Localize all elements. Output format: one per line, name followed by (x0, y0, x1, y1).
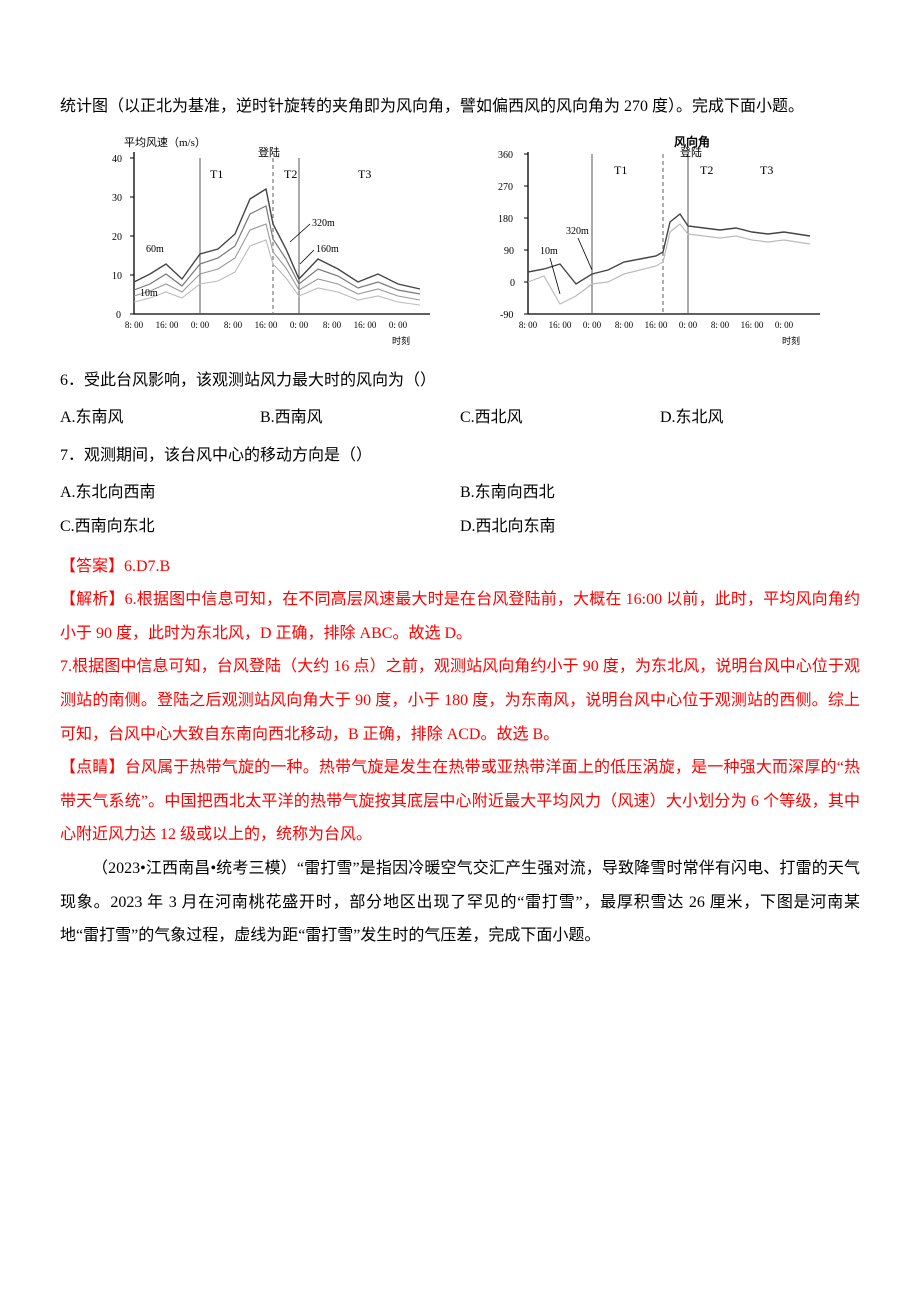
svg-text:16: 00: 16: 00 (354, 320, 377, 330)
svg-text:8: 00: 8: 00 (711, 320, 730, 330)
svg-text:0: 0 (510, 278, 515, 289)
svg-text:0: 0 (116, 310, 121, 321)
svg-text:10m: 10m (540, 246, 558, 257)
q7-opt-c: C.西南向东北 (60, 510, 460, 544)
q6-options: A.东南风 B.西南风 C.西北风 D.东北风 (60, 401, 860, 435)
svg-text:10: 10 (112, 271, 122, 282)
svg-text:320m: 320m (312, 218, 335, 229)
analysis-6: 【解析】6.根据图中信息可知，在不同高层风速最大时是在台风登陆前，大概在 16:… (60, 583, 860, 650)
q7-options-row2: C.西南向东北 D.西北向东南 (60, 510, 860, 544)
chart-ylabel: 平均风速（m/s） (124, 136, 206, 149)
next-question-source: （2023•江西南昌•统考三模）“雷打雪”是指因冷暖空气交汇产生强对流，导致降雪… (60, 852, 860, 953)
svg-text:16: 00: 16: 00 (255, 320, 278, 330)
svg-text:T1: T1 (210, 167, 223, 181)
svg-text:T1: T1 (614, 163, 627, 177)
svg-text:T2: T2 (700, 163, 713, 177)
chart-wind-direction: 风向角 -90 0 90 180 270 360 8: 00 16 (480, 134, 840, 354)
svg-text:登陆: 登陆 (258, 145, 280, 159)
svg-text:0: 00: 0: 00 (679, 320, 698, 330)
q6-text: ．受此台风影响，该观测站风力最大时的风向为（） (68, 372, 436, 389)
intro-paragraph: 统计图（以正北为基准，逆时针旋转的夹角即为风向角，譬如偏西风的风向角为 270 … (60, 90, 860, 124)
q7-opt-a: A.东北向西南 (60, 476, 460, 510)
svg-text:T2: T2 (284, 167, 297, 181)
svg-text:20: 20 (112, 232, 122, 243)
q7-text: ．观测期间，该台风中心的移动方向是（） (68, 447, 372, 464)
question-6: 6．受此台风影响，该观测站风力最大时的风向为（） (60, 364, 860, 398)
svg-text:T3: T3 (760, 163, 773, 177)
q6-number: 6 (60, 372, 68, 389)
svg-text:320m: 320m (566, 226, 589, 237)
charts-container: 平均风速（m/s） 0 10 20 30 40 8: 00 16: 00 (90, 134, 860, 354)
svg-text:16: 00: 16: 00 (549, 320, 572, 330)
svg-text:8: 00: 8: 00 (519, 320, 538, 330)
q7-opt-b: B.东南向西北 (460, 476, 860, 510)
svg-text:8: 00: 8: 00 (224, 320, 243, 330)
q6-opt-a: A.东南风 (60, 401, 260, 435)
svg-text:16: 00: 16: 00 (645, 320, 668, 330)
svg-text:时刻: 时刻 (392, 335, 410, 346)
answer-label: 【答案】6.D7.B (60, 550, 860, 584)
q6-opt-d: D.东北风 (660, 401, 860, 435)
svg-text:0: 00: 0: 00 (775, 320, 794, 330)
svg-text:60m: 60m (146, 244, 164, 255)
svg-text:时刻: 时刻 (782, 335, 800, 346)
svg-text:登陆: 登陆 (680, 145, 702, 159)
point-note: 【点睛】台风属于热带气旋的一种。热带气旋是发生在热带或亚热带洋面上的低压涡旋，是… (60, 751, 860, 852)
analysis-7: 7.根据图中信息可知，台风登陆（大约 16 点）之前，观测站风向角约小于 90 … (60, 650, 860, 751)
svg-text:10m: 10m (140, 288, 158, 299)
svg-text:180: 180 (498, 214, 513, 225)
svg-text:0: 00: 0: 00 (191, 320, 210, 330)
svg-text:160m: 160m (316, 244, 339, 255)
svg-text:90: 90 (504, 246, 514, 257)
q7-number: 7 (60, 447, 68, 464)
q6-opt-c: C.西北风 (460, 401, 660, 435)
svg-text:-90: -90 (500, 310, 513, 321)
q7-options-row1: A.东北向西南 B.东南向西北 (60, 476, 860, 510)
svg-text:360: 360 (498, 150, 513, 161)
svg-text:0: 00: 0: 00 (583, 320, 602, 330)
question-7: 7．观测期间，该台风中心的移动方向是（） (60, 439, 860, 473)
svg-text:16: 00: 16: 00 (741, 320, 764, 330)
svg-text:0: 00: 0: 00 (389, 320, 408, 330)
svg-text:T3: T3 (358, 167, 371, 181)
svg-text:8: 00: 8: 00 (615, 320, 634, 330)
svg-text:8: 00: 8: 00 (323, 320, 342, 330)
svg-text:8: 00: 8: 00 (125, 320, 144, 330)
q6-opt-b: B.西南风 (260, 401, 460, 435)
svg-text:16: 00: 16: 00 (156, 320, 179, 330)
svg-text:270: 270 (498, 182, 513, 193)
svg-text:0: 00: 0: 00 (290, 320, 309, 330)
svg-text:30: 30 (112, 193, 122, 204)
q7-opt-d: D.西北向东南 (460, 510, 860, 544)
chart-wind-speed: 平均风速（m/s） 0 10 20 30 40 8: 00 16: 00 (90, 134, 450, 354)
svg-text:40: 40 (112, 154, 122, 165)
